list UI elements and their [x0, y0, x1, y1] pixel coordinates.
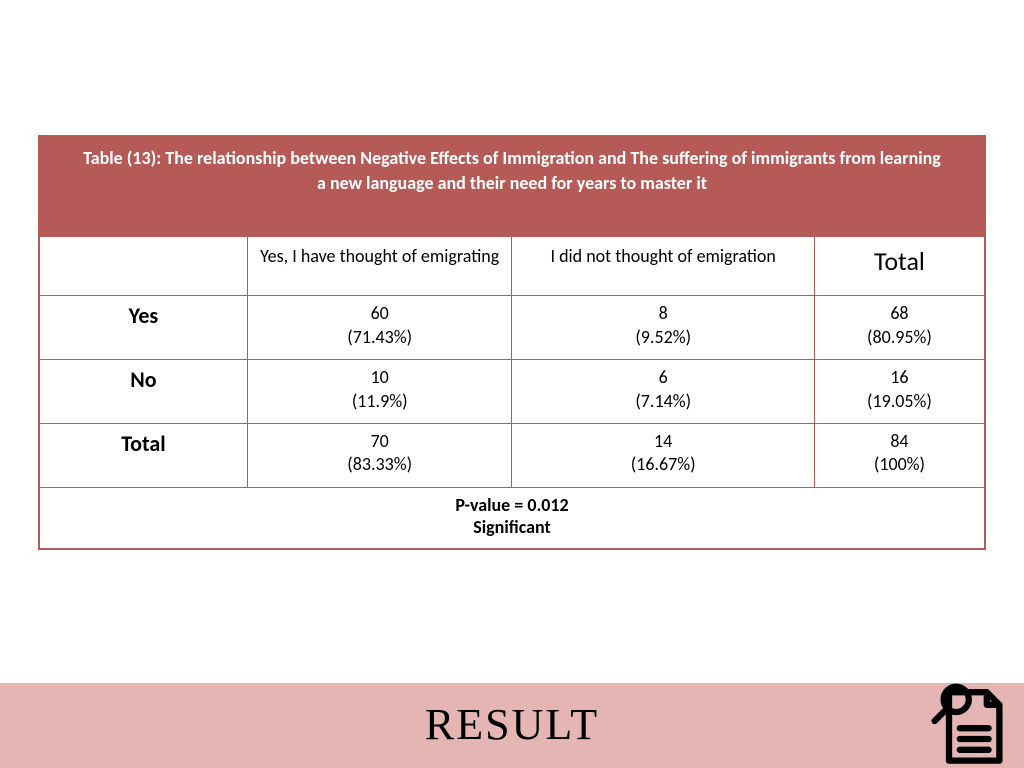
crosstab-table: Yes, I have thought of emigrating I did …: [39, 236, 985, 548]
footer-title: RESULT: [0, 699, 1024, 750]
cell: 10(11.9%): [247, 360, 512, 424]
document-search-icon: [922, 676, 1012, 766]
pvalue-row: P-value = 0.012 Significant: [40, 487, 985, 548]
table-header-row: Yes, I have thought of emigrating I did …: [40, 237, 985, 296]
cell: 14(16.67%): [512, 423, 814, 487]
data-table-container: Table (13): The relationship between Neg…: [38, 135, 986, 550]
cell: 68(80.95%): [814, 296, 984, 360]
pvalue-cell: P-value = 0.012 Significant: [40, 487, 985, 548]
header-col1: Yes, I have thought of emigrating: [247, 237, 512, 296]
cell: 6(7.14%): [512, 360, 814, 424]
table-title: Table (13): The relationship between Neg…: [39, 136, 985, 236]
slide: { "table": { "title": "Table (13): The r…: [0, 0, 1024, 768]
cell: 84(100%): [814, 423, 984, 487]
header-col3: Total: [814, 237, 984, 296]
cell: 60(71.43%): [247, 296, 512, 360]
table-row: No 10(11.9%) 6(7.14%) 16(19.05%): [40, 360, 985, 424]
header-empty: [40, 237, 248, 296]
cell: 8(9.52%): [512, 296, 814, 360]
row-label: Yes: [40, 296, 248, 360]
table-row: Total 70(83.33%) 14(16.67%) 84(100%): [40, 423, 985, 487]
cell: 16(19.05%): [814, 360, 984, 424]
row-label: No: [40, 360, 248, 424]
row-label: Total: [40, 423, 248, 487]
cell: 70(83.33%): [247, 423, 512, 487]
header-col2: I did not thought of emigration: [512, 237, 814, 296]
table-row: Yes 60(71.43%) 8(9.52%) 68(80.95%): [40, 296, 985, 360]
